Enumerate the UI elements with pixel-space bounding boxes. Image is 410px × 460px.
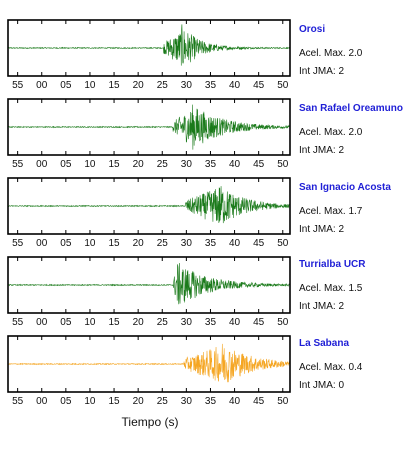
x-tick-label: 40 [229, 80, 241, 91]
x-tick-label: 30 [181, 159, 193, 170]
x-tick-label: 25 [157, 159, 169, 170]
x-tick-label: 35 [205, 396, 217, 407]
x-tick-label: 35 [205, 238, 217, 249]
x-tick-label: 45 [253, 238, 265, 249]
jma-intensity-label: Int JMA: 2 [299, 301, 345, 312]
x-tick-label: 50 [277, 159, 289, 170]
x-tick-label: 30 [181, 317, 193, 328]
x-tick-label: 25 [157, 238, 169, 249]
x-tick-label: 55 [12, 159, 24, 170]
jma-intensity-label: Int JMA: 2 [299, 145, 345, 156]
station-name: Turrialba UCR [299, 259, 366, 270]
x-tick-label: 40 [229, 159, 241, 170]
acel-max-label: Acel. Max. 1.5 [299, 283, 363, 294]
acel-max-label: Acel. Max. 1.7 [299, 206, 363, 217]
x-tick-label: 35 [205, 159, 217, 170]
x-tick-label: 20 [133, 317, 145, 328]
x-tick-label: 50 [277, 80, 289, 91]
panel-frame [7, 19, 291, 77]
jma-intensity-label: Int JMA: 0 [299, 380, 345, 391]
x-tick-label: 55 [12, 80, 24, 91]
x-tick-label: 40 [229, 396, 241, 407]
waveform-trace [7, 262, 291, 305]
x-tick-label: 00 [36, 238, 48, 249]
x-tick-label: 20 [133, 238, 145, 249]
x-tick-label: 45 [253, 159, 265, 170]
x-tick-label: 55 [12, 396, 24, 407]
x-tick-label: 30 [181, 238, 193, 249]
station-panel: 55 00 05 10 15 20 25 30 35 40 45 50 [7, 335, 291, 407]
x-tick-label: 45 [253, 80, 265, 91]
x-tick-label: 10 [84, 396, 96, 407]
x-tick-label: 35 [205, 317, 217, 328]
x-tick-label: 15 [108, 238, 120, 249]
x-tick-label: 10 [84, 317, 96, 328]
x-tick-label: 00 [36, 317, 48, 328]
x-tick-label: 00 [36, 80, 48, 91]
x-tick-label: 30 [181, 80, 193, 91]
x-tick-label: 50 [277, 396, 289, 407]
station-name: Orosi [299, 24, 326, 35]
x-tick-label: 50 [277, 238, 289, 249]
x-tick-label: 40 [229, 238, 241, 249]
x-tick-label: 20 [133, 396, 145, 407]
waveform-trace [7, 104, 291, 150]
x-tick-label: 10 [84, 159, 96, 170]
x-tick-label: 40 [229, 317, 241, 328]
acel-max-label: Acel. Max. 2.0 [299, 127, 363, 138]
x-tick-label: 05 [60, 317, 72, 328]
waveform-trace [7, 24, 291, 66]
waveform-trace [7, 186, 291, 224]
x-tick-label: 10 [84, 238, 96, 249]
x-tick-label: 15 [108, 317, 120, 328]
x-tick-label: 20 [133, 80, 145, 91]
station-name: La Sabana [299, 338, 350, 349]
station-panel: 55 00 05 10 15 20 25 30 35 40 45 50 [7, 177, 291, 249]
station-panel: 55 00 05 10 15 20 25 30 35 40 45 50 [7, 19, 291, 91]
x-tick-label: 25 [157, 317, 169, 328]
x-tick-label: 50 [277, 317, 289, 328]
x-tick-label: 30 [181, 396, 193, 407]
x-tick-label: 05 [60, 159, 72, 170]
x-tick-label: 55 [12, 238, 24, 249]
station-panel: 55 00 05 10 15 20 25 30 35 40 45 50 [7, 256, 291, 328]
x-tick-label: 20 [133, 159, 145, 170]
x-tick-label: 15 [108, 80, 120, 91]
x-tick-label: 00 [36, 396, 48, 407]
station-name: San Ignacio Acosta [299, 182, 391, 193]
waveform-trace [7, 343, 291, 383]
x-tick-label: 00 [36, 159, 48, 170]
x-tick-label: 05 [60, 396, 72, 407]
x-tick-label: 05 [60, 238, 72, 249]
station-panel: 55 00 05 10 15 20 25 30 35 40 45 50 [7, 98, 291, 170]
x-axis-title: Tiempo (s) [121, 415, 179, 429]
x-tick-label: 35 [205, 80, 217, 91]
x-tick-label: 05 [60, 80, 72, 91]
station-name: San Rafael Oreamuno [299, 103, 403, 114]
x-tick-label: 25 [157, 396, 169, 407]
x-tick-label: 55 [12, 317, 24, 328]
panel-frame [7, 335, 291, 393]
x-tick-label: 15 [108, 396, 120, 407]
x-tick-label: 15 [108, 159, 120, 170]
jma-intensity-label: Int JMA: 2 [299, 224, 345, 235]
panel-frame [7, 98, 291, 156]
x-tick-label: 25 [157, 80, 169, 91]
panel-frame [7, 256, 291, 314]
x-tick-label: 45 [253, 396, 265, 407]
acel-max-label: Acel. Max. 0.4 [299, 362, 363, 373]
acel-max-label: Acel. Max. 2.0 [299, 48, 363, 59]
x-tick-label: 45 [253, 317, 265, 328]
panel-frame [7, 177, 291, 235]
x-tick-label: 10 [84, 80, 96, 91]
jma-intensity-label: Int JMA: 2 [299, 66, 345, 77]
